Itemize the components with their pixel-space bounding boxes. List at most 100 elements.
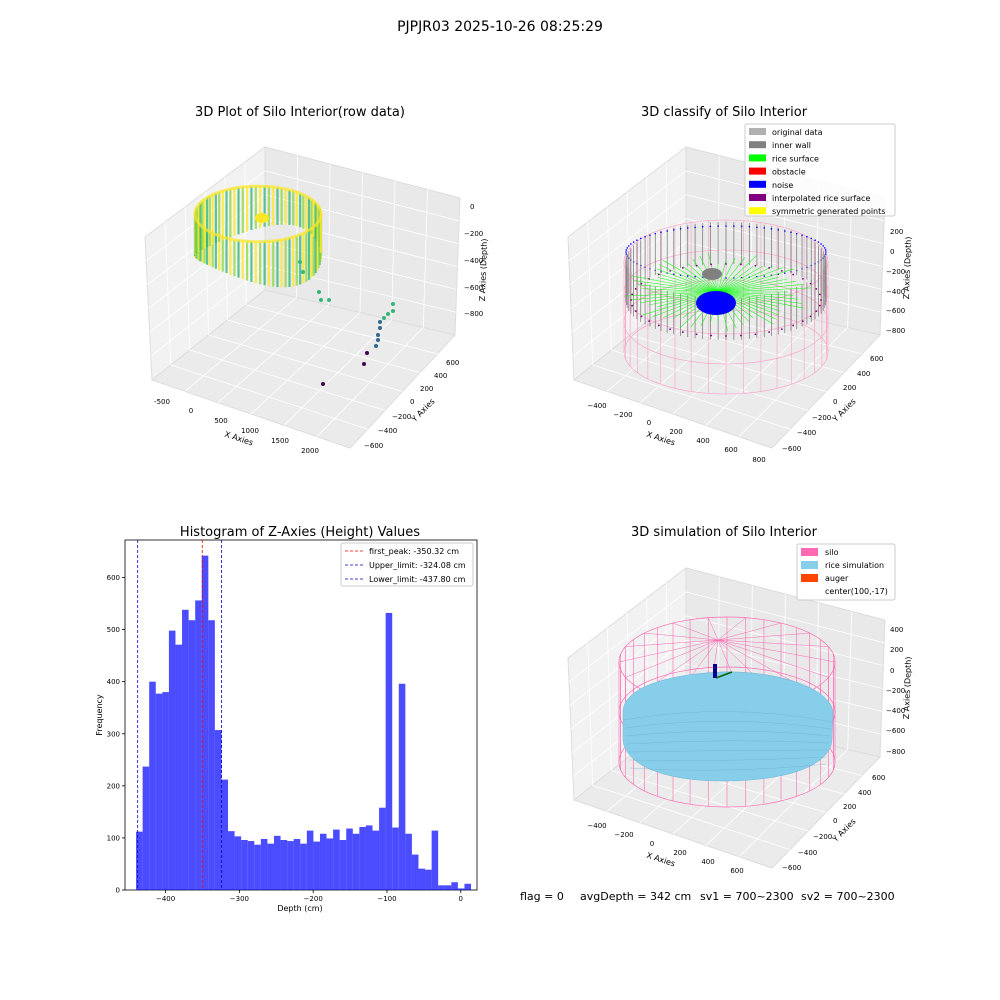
hist-y-tick-label: 300: [107, 730, 120, 738]
raw-x-ticks: -500 0 500 1000 1500 2000: [154, 398, 319, 455]
sim-z-tick: −800: [886, 748, 905, 756]
hist-bar: [208, 620, 215, 890]
sim-y-ticks: 600 400 200 0 −200 −400 −600: [782, 774, 885, 872]
raw-x-tick: -500: [154, 398, 170, 406]
raw-outlier-point: [374, 344, 378, 348]
cls-noise-point: [795, 232, 798, 235]
hist-bar: [182, 609, 189, 890]
cls-noise-point: [783, 272, 786, 274]
raw-outlier-point: [382, 316, 386, 320]
cls-legend-label: noise: [772, 181, 793, 190]
hist-bar: [365, 825, 373, 890]
sim-z-tick: 0: [890, 667, 894, 675]
raw-x-tick: 0: [189, 407, 193, 415]
hist-bar: [142, 766, 150, 890]
cls-noise-point: [672, 273, 675, 275]
sim-z-tick: 200: [890, 646, 903, 654]
sv1-text: sv1 = 700~2300: [700, 890, 794, 903]
cls-rice-point: [682, 266, 719, 293]
cls-interp-point: [669, 269, 672, 272]
sim-silo-roof-spoke: [644, 632, 719, 641]
hist-bar: [306, 830, 314, 890]
cls-legend-swatch: [749, 194, 766, 201]
cls-interp-point: [725, 335, 727, 337]
cls-noise-point: [709, 225, 712, 228]
cls-y-tick: 600: [870, 355, 883, 363]
sim-silo-roof-spoke: [625, 639, 719, 678]
cls-interp-point: [754, 264, 757, 267]
sim-silo-roof-spoke: [717, 632, 810, 641]
hist-legend: first_peak: -350.32 cm Upper_limit: -324.…: [340, 542, 474, 587]
hist-bar: [280, 840, 288, 890]
cls-noise-point: [672, 229, 675, 231]
hist-y-tick-label: 600: [107, 574, 120, 582]
cls-legend-items: original data inner wall rice surface obsta…: [749, 128, 885, 216]
cls-noise-point: [686, 227, 689, 229]
cls-rice-point: [657, 277, 719, 293]
hist-bar: [136, 831, 143, 890]
cls-rice-point: [717, 277, 779, 293]
raw-outlier-point: [376, 333, 380, 337]
cls-legend-swatch: [749, 167, 766, 175]
cls-interp-point: [815, 310, 818, 313]
raw-y-tick: 0: [410, 398, 414, 406]
hist-bar: [457, 888, 465, 890]
raw-outlier-point: [378, 326, 382, 330]
sim-x-tick: 200: [673, 849, 686, 857]
cls-noise-point: [763, 227, 766, 229]
flag-text: flag = 0: [520, 890, 564, 903]
cls-y-tick: 400: [857, 370, 870, 378]
cls-interp-point: [657, 324, 660, 327]
cls-rice-point: [717, 266, 754, 293]
cls-interp-point: [681, 267, 684, 269]
cls-noise-point: [694, 275, 696, 278]
cls-noise-point: [632, 241, 635, 243]
sim-x-tick: −400: [587, 822, 606, 830]
hist-bar: [398, 683, 406, 890]
cls-interp-point: [739, 334, 742, 337]
sim-rice-surface: [622, 671, 834, 782]
sim-x-tick: 400: [701, 858, 714, 866]
cls-y-ticks: 600 400 200 0 −200 −400 −600: [782, 355, 883, 453]
hist-bar: [221, 779, 229, 890]
cls-interp-point: [640, 282, 643, 285]
hist-bar: [247, 841, 255, 890]
cls-z-tick: −800: [886, 327, 905, 335]
hist-bar: [464, 883, 472, 890]
hist-bar: [385, 612, 393, 890]
cls-x-tick: 400: [696, 437, 709, 445]
sim-silo-roof-spoke: [717, 639, 829, 678]
cls-interp-point: [768, 331, 771, 333]
cls-rice-point: [662, 259, 719, 293]
cls-noise-point: [748, 225, 751, 228]
cls-rice-point: [717, 284, 805, 293]
panel-classify-title: 3D classify of Silo Interior: [641, 105, 808, 120]
cls-rice-point: [624, 291, 719, 297]
raw-outlier-point: [298, 260, 302, 264]
cls-interp-point: [648, 277, 651, 280]
sim-z-label: Z Axies (Depth): [902, 656, 913, 719]
panel-raw-data: 3D Plot of Silo Interior(row data) -500 …: [144, 105, 489, 455]
cls-interp-point: [815, 287, 818, 290]
cls-noise-point: [801, 234, 803, 236]
cls-noise-point: [639, 237, 642, 240]
hist-x-tick-label: −400: [156, 895, 175, 903]
cls-legend-swatch: [749, 141, 766, 149]
cls-noise-point: [733, 225, 735, 227]
cls-interp-point: [710, 263, 713, 266]
raw-z-tick: −800: [464, 310, 483, 318]
cls-legend-label: interpolated rice surface: [772, 194, 870, 203]
cls-noise-point: [822, 245, 825, 247]
grid-line: [316, 327, 424, 437]
cls-noise-point: [777, 229, 780, 231]
hist-bar: [346, 828, 353, 890]
cls-z-ticks: 200 0 −200 −400 −600 −800: [886, 228, 905, 335]
cls-noise-point: [823, 247, 826, 249]
cls-interp-point: [820, 299, 822, 301]
hist-x-label: Depth (cm): [277, 904, 322, 913]
sim-y-tick: −600: [782, 864, 801, 872]
cls-noise-point: [783, 230, 786, 232]
cls-noise-point: [679, 228, 682, 230]
raw-x-tick: 500: [214, 417, 227, 425]
raw-outlier-point: [319, 298, 323, 302]
